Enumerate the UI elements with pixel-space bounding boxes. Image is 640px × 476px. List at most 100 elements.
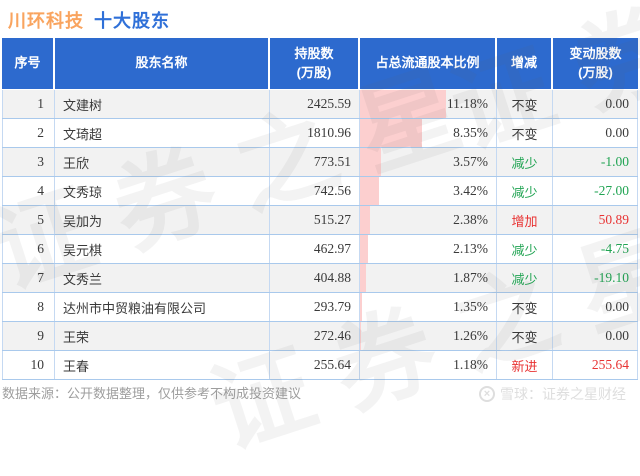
change-shares-cell: 0.00 xyxy=(553,322,638,350)
shareholder-name-cell: 达州市中贸粮油有限公司 xyxy=(55,293,270,321)
ratio-value: 1.18% xyxy=(453,357,488,372)
change-shares-cell: -27.00 xyxy=(553,177,638,205)
change-direction-cell: 减少 xyxy=(497,264,553,292)
change-direction-cell: 不变 xyxy=(497,293,553,321)
change-direction-cell: 增加 xyxy=(497,206,553,234)
table-row: 1 文建树 2425.59 11.18% 不变 0.00 xyxy=(2,90,638,119)
ratio-cell: 1.26% xyxy=(360,322,497,350)
company-name: 川环科技 xyxy=(8,11,84,31)
change-shares-cell: -19.10 xyxy=(553,264,638,292)
shareholder-name-cell: 文琦超 xyxy=(55,119,270,147)
ratio-cell: 11.18% xyxy=(360,90,497,118)
rank-cell: 2 xyxy=(2,119,55,147)
change-shares-cell: -4.75 xyxy=(553,235,638,263)
ratio-value: 1.26% xyxy=(453,328,488,343)
ratio-cell: 1.87% xyxy=(360,264,497,292)
ratio-cell: 2.13% xyxy=(360,235,497,263)
ratio-bar xyxy=(360,235,369,263)
brand-watermark: × 雪球：证券之星财经 xyxy=(479,384,626,404)
ratio-cell: 1.35% xyxy=(360,293,497,321)
change-shares-cell: 0.00 xyxy=(553,90,638,118)
shares-held-cell: 272.46 xyxy=(270,322,360,350)
table-body: 1 文建树 2425.59 11.18% 不变 0.00 2 文琦超 1810.96 8.35% 不… xyxy=(2,89,638,380)
xueqiu-logo-icon: × xyxy=(479,386,495,402)
header-shareholder-name: 股东名称 xyxy=(55,38,270,89)
shares-held-cell: 2425.59 xyxy=(270,90,360,118)
ratio-bar xyxy=(360,293,362,321)
change-shares-cell: 0.00 xyxy=(553,119,638,147)
ratio-value: 1.35% xyxy=(453,299,488,314)
table-row: 7 文秀兰 404.88 1.87% 减少 -19.10 xyxy=(2,264,638,293)
header-change-shares: 变动股数 (万股) xyxy=(553,38,638,89)
table-header: 序号 股东名称 持股数 (万股) 占总流通股本比例 增减 变动股数 (万股) xyxy=(2,38,638,89)
ratio-bar xyxy=(360,90,446,118)
ratio-cell: 3.42% xyxy=(360,177,497,205)
table-row: 9 王荣 272.46 1.26% 不变 0.00 xyxy=(2,322,638,351)
change-shares-cell: 255.64 xyxy=(553,351,638,379)
rank-cell: 5 xyxy=(2,206,55,234)
shares-held-cell: 462.97 xyxy=(270,235,360,263)
shareholder-name-cell: 文秀兰 xyxy=(55,264,270,292)
shares-held-cell: 742.56 xyxy=(270,177,360,205)
shares-held-cell: 293.79 xyxy=(270,293,360,321)
change-direction-cell: 减少 xyxy=(497,148,553,176)
shares-held-cell: 1810.96 xyxy=(270,119,360,147)
header-change-direction: 增减 xyxy=(497,38,553,89)
shareholder-name-cell: 王荣 xyxy=(55,322,270,350)
ratio-value: 2.38% xyxy=(453,212,488,227)
title-suffix: 十大股东 xyxy=(94,11,170,31)
header-rank: 序号 xyxy=(2,38,55,89)
table-row: 8 达州市中贸粮油有限公司 293.79 1.35% 不变 0.00 xyxy=(2,293,638,322)
rank-cell: 6 xyxy=(2,235,55,263)
rank-cell: 9 xyxy=(2,322,55,350)
table-row: 3 王欣 773.51 3.57% 减少 -1.00 xyxy=(2,148,638,177)
change-shares-cell: -1.00 xyxy=(553,148,638,176)
shareholder-name-cell: 吴元棋 xyxy=(55,235,270,263)
ratio-value: 8.35% xyxy=(453,125,488,140)
data-source-note: 数据来源：公开数据整理，仅供参考不构成投资建议 xyxy=(2,386,302,401)
shareholder-name-cell: 王春 xyxy=(55,351,270,379)
ratio-value: 2.13% xyxy=(453,241,488,256)
table-row: 2 文琦超 1810.96 8.35% 不变 0.00 xyxy=(2,119,638,148)
header-shares-held: 持股数 (万股) xyxy=(270,38,360,89)
rank-cell: 3 xyxy=(2,148,55,176)
table-row: 4 文秀琼 742.56 3.42% 减少 -27.00 xyxy=(2,177,638,206)
header-ratio: 占总流通股本比例 xyxy=(360,38,497,89)
ratio-bar xyxy=(360,264,366,292)
ratio-value: 11.18% xyxy=(446,96,488,111)
shares-held-cell: 515.27 xyxy=(270,206,360,234)
ratio-bar xyxy=(360,322,361,350)
ratio-bar xyxy=(360,119,422,147)
ratio-cell: 3.57% xyxy=(360,148,497,176)
rank-cell: 10 xyxy=(2,351,55,379)
ratio-bar xyxy=(360,177,380,205)
brand-text: 雪球：证券之星财经 xyxy=(500,386,626,402)
page-title: 川环科技 十大股东 xyxy=(8,7,170,33)
table-row: 5 吴加为 515.27 2.38% 增加 50.89 xyxy=(2,206,638,235)
shareholder-name-cell: 王欣 xyxy=(55,148,270,176)
change-direction-cell: 不变 xyxy=(497,90,553,118)
table-row: 10 王春 255.64 1.18% 新进 255.64 xyxy=(2,351,638,380)
table-row: 6 吴元棋 462.97 2.13% 减少 -4.75 xyxy=(2,235,638,264)
shareholder-name-cell: 吴加为 xyxy=(55,206,270,234)
change-direction-cell: 新进 xyxy=(497,351,553,379)
rank-cell: 7 xyxy=(2,264,55,292)
rank-cell: 4 xyxy=(2,177,55,205)
shares-held-cell: 255.64 xyxy=(270,351,360,379)
ratio-cell: 8.35% xyxy=(360,119,497,147)
ratio-value: 1.87% xyxy=(453,270,488,285)
rank-cell: 8 xyxy=(2,293,55,321)
change-direction-cell: 不变 xyxy=(497,322,553,350)
shares-held-cell: 773.51 xyxy=(270,148,360,176)
shareholder-name-cell: 文秀琼 xyxy=(55,177,270,205)
ratio-bar xyxy=(360,148,381,176)
shares-held-cell: 404.88 xyxy=(270,264,360,292)
change-shares-cell: 0.00 xyxy=(553,293,638,321)
ratio-cell: 2.38% xyxy=(360,206,497,234)
change-direction-cell: 减少 xyxy=(497,177,553,205)
ratio-value: 3.42% xyxy=(453,183,488,198)
change-direction-cell: 减少 xyxy=(497,235,553,263)
ratio-bar xyxy=(360,206,371,234)
ratio-cell: 1.18% xyxy=(360,351,497,379)
